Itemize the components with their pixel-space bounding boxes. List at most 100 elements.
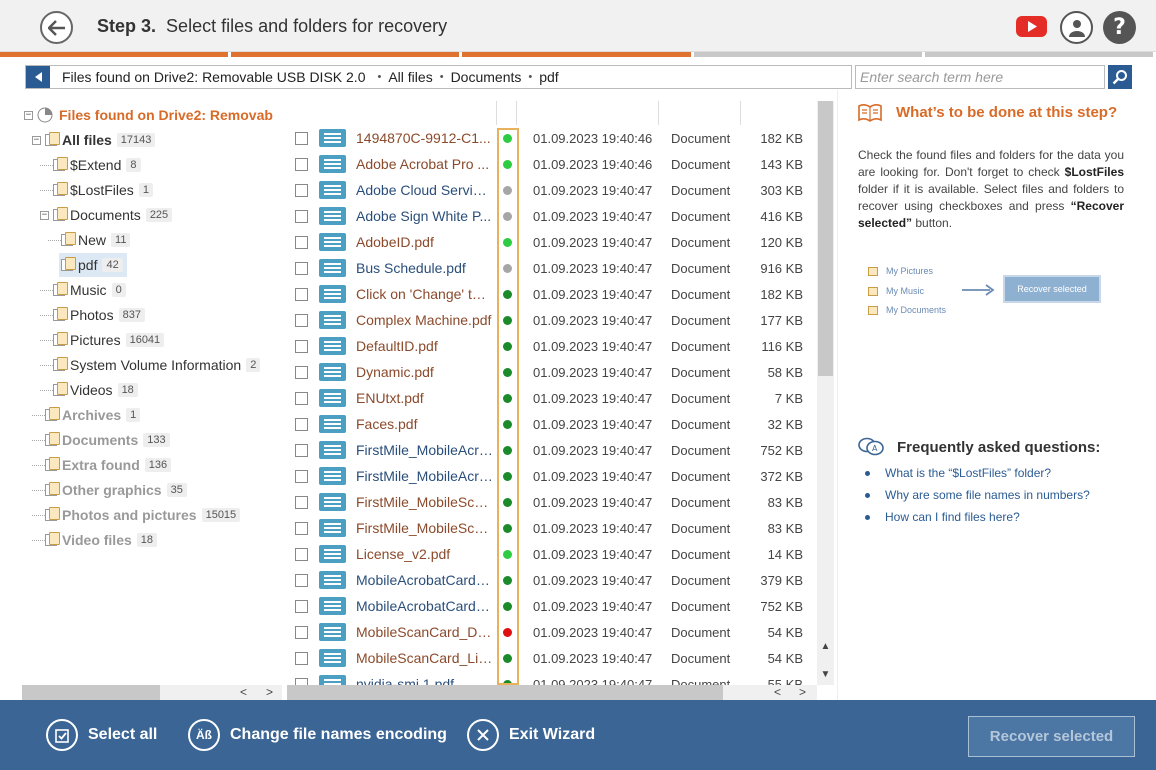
scroll-right-icon[interactable]: > [799, 685, 807, 699]
file-list-horizontal-scrollbar[interactable]: < > [287, 685, 817, 700]
faq-link[interactable]: Why are some file names in numbers? [865, 488, 1090, 502]
file-checkbox[interactable] [295, 313, 308, 327]
file-checkbox[interactable] [295, 339, 308, 353]
file-checkbox[interactable] [295, 677, 308, 685]
file-checkbox[interactable] [295, 625, 308, 639]
tree-item-lostfiles[interactable]: $LostFiles 1 [40, 178, 153, 202]
folder-checkbox[interactable] [45, 457, 60, 471]
tree-item-other-graphics[interactable]: Other graphics 35 [32, 478, 187, 502]
folder-checkbox[interactable] [53, 357, 68, 371]
folder-checkbox[interactable] [61, 232, 76, 246]
folder-checkbox[interactable] [45, 482, 60, 496]
breadcrumb-item[interactable]: All files [388, 69, 433, 85]
faq-link[interactable]: How can I find files here? [865, 510, 1020, 524]
collapse-toggle[interactable]: − [40, 209, 49, 220]
faq-link-text[interactable]: Why are some file names in numbers? [885, 488, 1090, 502]
file-checkbox[interactable] [295, 365, 308, 379]
file-row[interactable]: nvidia-smi.1.pdf 01.09.2023 19:40:47 Docum… [287, 671, 817, 685]
folder-checkbox[interactable] [45, 432, 60, 446]
scrollbar-thumb[interactable] [22, 685, 160, 700]
file-checkbox[interactable] [295, 521, 308, 535]
file-row[interactable]: AdobeID.pdf 01.09.2023 19:40:47 Document 12… [287, 229, 817, 255]
file-checkbox[interactable] [295, 261, 308, 275]
folder-checkbox[interactable] [61, 257, 76, 271]
file-checkbox[interactable] [295, 391, 308, 405]
file-row[interactable]: MobileAcrobatCard_... 01.09.2023 19:40:47… [287, 593, 817, 619]
folder-checkbox[interactable] [45, 532, 60, 546]
file-checkbox[interactable] [295, 651, 308, 665]
scrollbar-thumb[interactable] [818, 101, 833, 376]
column-header-type[interactable] [659, 101, 741, 125]
file-row[interactable]: Adobe Sign White P... 01.09.2023 19:40:47… [287, 203, 817, 229]
breadcrumb-item[interactable]: Documents [450, 69, 522, 85]
file-row[interactable]: DefaultID.pdf 01.09.2023 19:40:47 Document… [287, 333, 817, 359]
scroll-right-icon[interactable]: > [266, 685, 274, 699]
file-checkbox[interactable] [295, 235, 308, 249]
file-row[interactable]: Bus Schedule.pdf 01.09.2023 19:40:47 Docum… [287, 255, 817, 281]
faq-link-text[interactable]: How can I find files here? [885, 510, 1020, 524]
youtube-icon[interactable] [1016, 16, 1047, 37]
file-checkbox[interactable] [295, 469, 308, 483]
collapse-toggle[interactable]: − [24, 109, 33, 120]
file-row[interactable]: Adobe Cloud Service... 01.09.2023 19:40:4… [287, 177, 817, 203]
tree-item-photos-and-pictures[interactable]: Photos and pictures 15015 [32, 503, 241, 527]
select-all-button[interactable]: Select all [46, 719, 157, 751]
file-row[interactable]: FirstMile_MobileAcro... 01.09.2023 19:40:… [287, 437, 817, 463]
breadcrumb-item[interactable]: Files found on Drive2: Removable USB DIS… [62, 69, 366, 85]
scroll-up-icon[interactable]: ▲ [820, 641, 831, 652]
tree-item-video-files[interactable]: Video files 18 [32, 528, 158, 552]
faq-link-text[interactable]: What is the “$LostFiles” folder? [885, 466, 1052, 480]
file-row[interactable]: License_v2.pdf 01.09.2023 19:40:47 Documen… [287, 541, 817, 567]
column-header-date[interactable] [517, 101, 659, 125]
file-checkbox[interactable] [295, 417, 308, 431]
tree-item-documents-type[interactable]: Documents 133 [32, 428, 170, 452]
change-encoding-button[interactable]: Äß Change file names encoding [188, 719, 447, 751]
file-row[interactable]: MobileScanCard_Lig... 01.09.2023 19:40:47… [287, 645, 817, 671]
tree-item-music[interactable]: Music 0 [40, 278, 126, 302]
file-checkbox[interactable] [295, 599, 308, 613]
file-row[interactable]: Complex Machine.pdf 01.09.2023 19:40:47 Do… [287, 307, 817, 333]
tree-root[interactable]: − Files found on Drive2: Removab [24, 103, 273, 127]
recover-selected-button[interactable]: Recover selected [968, 716, 1135, 757]
tree-item-extra-found[interactable]: Extra found 136 [32, 453, 172, 477]
column-header-status[interactable] [497, 101, 517, 125]
folder-checkbox[interactable] [53, 282, 68, 296]
user-account-icon[interactable] [1060, 11, 1093, 44]
folder-checkbox[interactable] [53, 157, 68, 171]
file-checkbox[interactable] [295, 287, 308, 301]
scroll-down-icon[interactable]: ▼ [820, 669, 831, 680]
file-row[interactable]: 1494870C-9912-C1... 01.09.2023 19:40:46 Do… [287, 125, 817, 151]
file-list-vertical-scrollbar[interactable]: ▲ ▼ [817, 101, 834, 685]
breadcrumb-item[interactable]: pdf [539, 69, 559, 85]
folder-checkbox[interactable] [53, 382, 68, 396]
tree-horizontal-scrollbar[interactable]: < > [22, 685, 282, 700]
file-checkbox[interactable] [295, 131, 308, 145]
folder-checkbox[interactable] [45, 407, 60, 421]
folder-checkbox[interactable] [45, 132, 60, 146]
file-row[interactable]: Adobe Acrobat Pro ... 01.09.2023 19:40:46… [287, 151, 817, 177]
collapse-toggle[interactable]: − [32, 134, 41, 145]
file-checkbox[interactable] [295, 495, 308, 509]
scroll-left-icon[interactable]: < [240, 685, 248, 699]
help-icon[interactable]: ? [1103, 11, 1136, 44]
file-row[interactable]: MobileScanCard_Dar... 01.09.2023 19:40:47… [287, 619, 817, 645]
scrollbar-thumb[interactable] [287, 685, 723, 700]
file-row[interactable]: FirstMile_MobileScan... 01.09.2023 19:40:… [287, 515, 817, 541]
file-row[interactable]: FirstMile_MobileScan... 01.09.2023 19:40:… [287, 489, 817, 515]
tree-item-photos[interactable]: Photos 837 [40, 303, 145, 327]
file-checkbox[interactable] [295, 157, 308, 171]
back-button[interactable] [40, 11, 73, 44]
tree-item-pictures[interactable]: Pictures 16041 [40, 328, 165, 352]
exit-wizard-button[interactable]: Exit Wizard [467, 719, 595, 751]
file-checkbox[interactable] [295, 547, 308, 561]
faq-link[interactable]: What is the “$LostFiles” folder? [865, 466, 1051, 480]
column-header-size[interactable] [741, 101, 817, 125]
folder-checkbox[interactable] [45, 507, 60, 521]
path-back-button[interactable] [26, 66, 50, 88]
tree-item-pdf[interactable]: pdf 42 [59, 253, 127, 277]
folder-checkbox[interactable] [53, 182, 68, 196]
column-header-name[interactable] [287, 101, 497, 125]
tree-item-documents[interactable]: − Documents 225 [40, 203, 173, 227]
file-row[interactable]: MobileAcrobatCard_... 01.09.2023 19:40:47… [287, 567, 817, 593]
tree-item-extend[interactable]: $Extend 8 [40, 153, 141, 177]
